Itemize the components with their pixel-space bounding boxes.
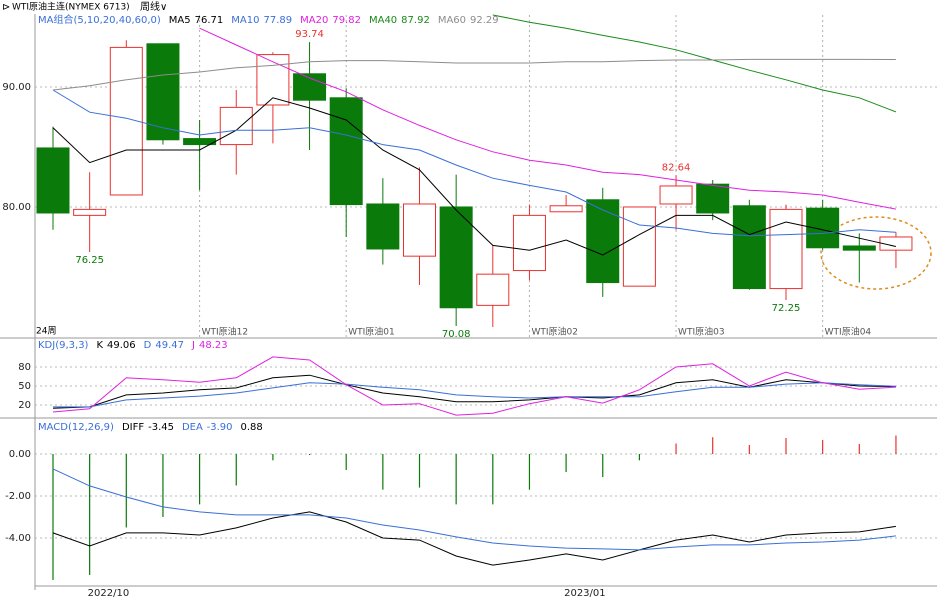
indicator-line <box>52 468 896 551</box>
indicator-line <box>52 511 896 566</box>
y-tick-label: 20 <box>18 400 31 411</box>
legend-item: 92.29 <box>470 15 499 26</box>
candle-body <box>403 203 436 257</box>
candle-body <box>476 273 510 306</box>
extreme-label: 93.74 <box>295 29 324 40</box>
contract-label: WTI原油12 <box>202 326 249 338</box>
header-icon: ⊳ <box>2 2 10 13</box>
legend-item: MACD(12,26,9) <box>38 422 114 433</box>
indicator-line <box>53 382 896 408</box>
period-label[interactable]: 周线 <box>140 0 160 13</box>
legend: MA组合(5,10,20,40,60,0) MA5 76.71 MA10 77.89 MA… <box>38 13 499 26</box>
dropdown-arrow[interactable]: ∨ <box>160 2 167 13</box>
extreme-label: 72.25 <box>772 303 801 314</box>
legend-item: 48.23 <box>199 340 228 351</box>
x-tick-label: 2022/10 <box>88 588 130 599</box>
candle-body <box>219 106 253 146</box>
extreme-label: 76.25 <box>75 255 104 266</box>
candle-body <box>769 208 803 290</box>
candle-body <box>549 205 583 213</box>
legend-item: MA60 <box>438 15 466 26</box>
legend-item: MA10 <box>231 15 259 26</box>
y-tick-label: -2.00 <box>5 491 31 502</box>
legend-item: -3.90 <box>207 422 233 433</box>
legend-item: 87.92 <box>401 15 430 26</box>
candle-body <box>879 236 913 251</box>
candle-body <box>806 207 840 249</box>
candle-body <box>329 97 363 206</box>
legend-item: 49.47 <box>155 340 184 351</box>
legend-item: -3.45 <box>148 422 174 433</box>
candle-body <box>659 185 693 205</box>
indicator-line <box>52 356 896 416</box>
contract-label: WTI原油02 <box>531 326 578 338</box>
x-tick-label: 2023/01 <box>564 588 606 599</box>
candle-body <box>732 205 766 290</box>
indicator-line <box>52 89 896 237</box>
contract-label: WTI原油04 <box>825 326 872 338</box>
candle-body <box>439 206 473 309</box>
y-tick-label: 80.00 <box>2 202 31 213</box>
legend-item: MA5 <box>169 15 191 26</box>
legend-item: MA20 <box>300 15 328 26</box>
legend-item: 79.82 <box>332 15 361 26</box>
legend-item: KDJ(9,3,3) <box>38 340 89 351</box>
indicator-line <box>52 374 896 409</box>
indicator-line <box>52 97 897 256</box>
legend-item: J <box>191 340 195 351</box>
indicator-line <box>492 14 897 113</box>
candle-body <box>256 54 290 106</box>
y-tick-label: 0.00 <box>9 449 31 460</box>
extreme-label: 70.08 <box>442 329 471 340</box>
legend-item: 77.89 <box>263 15 292 26</box>
candle-body <box>842 245 876 251</box>
candle-body <box>73 208 107 216</box>
y-tick-label: 50 <box>18 381 31 392</box>
legend-item: DIFF <box>122 422 144 433</box>
candle-body <box>696 183 730 214</box>
candle-body <box>366 203 400 250</box>
indicator-line <box>199 27 896 210</box>
chart-title: WTI原油主连(NYMEX 6713) <box>12 1 130 13</box>
legend-item: 0.88 <box>241 422 263 433</box>
legend-item: D <box>144 340 152 351</box>
period-selector[interactable]: 周线∨ <box>140 0 167 13</box>
legend: MACD(12,26,9) DIFF -3.45 DEA -3.90 0.88 <box>38 422 263 433</box>
indicator-line <box>52 58 896 91</box>
candle-body <box>586 199 620 284</box>
candle-body <box>293 73 327 101</box>
extreme-label: 82.64 <box>662 162 691 173</box>
period-count: 24周 <box>36 326 56 337</box>
legend: KDJ(9,3,3) K 49.06 D 49.47 J 48.23 <box>38 340 228 351</box>
legend-item: MA组合(5,10,20,40,60,0) <box>38 13 161 26</box>
candle-body <box>36 147 70 214</box>
legend-item: K <box>96 340 103 351</box>
legend-item: MA40 <box>369 15 397 26</box>
y-tick-label: -4.00 <box>5 533 31 544</box>
y-tick-label: 90.00 <box>2 82 31 93</box>
legend-item: 49.06 <box>107 340 136 351</box>
y-tick-label: 80 <box>18 362 31 373</box>
contract-label: WTI原油01 <box>348 326 395 338</box>
candle-body <box>512 214 546 272</box>
candle-body <box>622 206 656 287</box>
legend-item: DEA <box>182 422 203 433</box>
legend-item: 76.71 <box>195 15 224 26</box>
highlight-ellipse <box>820 216 932 290</box>
candle-body <box>146 43 180 141</box>
contract-label: WTI原油03 <box>678 326 725 338</box>
